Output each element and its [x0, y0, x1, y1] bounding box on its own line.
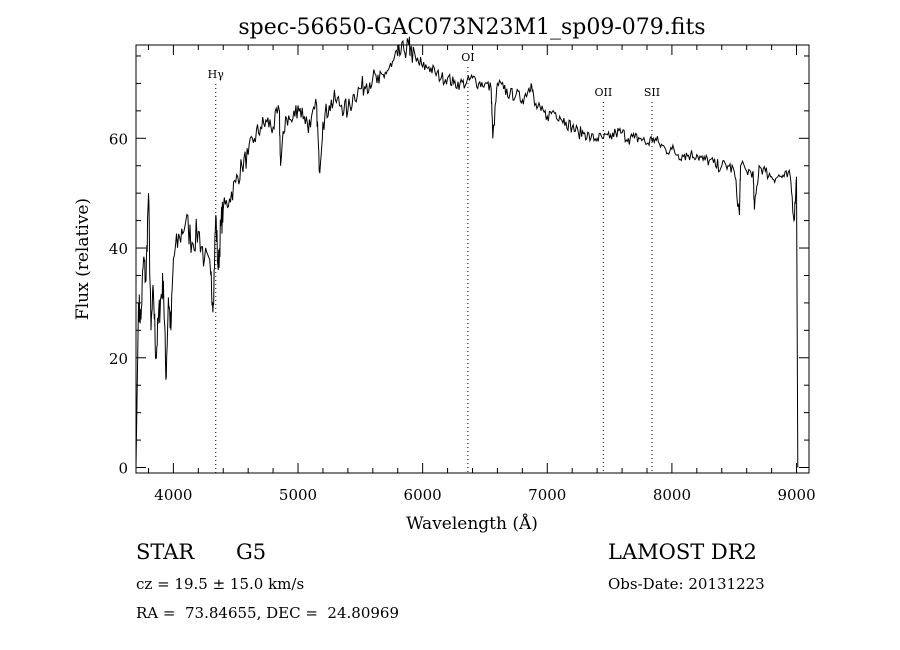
x-axis-label: Wavelength (Å)	[406, 513, 538, 534]
y-tick-label: 0	[118, 460, 128, 478]
subclass-label: G5	[236, 540, 267, 564]
line-marker-label: Hγ	[208, 68, 225, 81]
x-tick-label: 5000	[279, 486, 317, 504]
obs-date-label: Obs-Date: 20131223	[608, 575, 765, 593]
y-tick-label: 40	[109, 240, 128, 258]
plot-frame	[135, 44, 810, 474]
chart-title: spec-56650-GAC073N23M1_sp09-079.fits	[238, 15, 705, 40]
line-marker-label: OI	[461, 51, 474, 64]
line-marker-labels: Hγ OI OII SII	[208, 51, 660, 99]
x-tick-label: 9000	[777, 486, 815, 504]
spectrum-line	[135, 36, 799, 468]
class-label: STAR	[136, 540, 195, 564]
radec-label: RA = 73.84655, DEC = 24.80969	[136, 604, 400, 622]
line-marker-label: SII	[644, 86, 660, 99]
y-axis-label: Flux (relative)	[73, 198, 93, 320]
redshift-label: cz = 19.5 ± 15.0 km/s	[136, 575, 305, 593]
x-tick-label: 7000	[528, 486, 566, 504]
tick-labels: 4000 5000 6000 7000 8000 9000 0 20 40 60	[109, 130, 816, 504]
line-marker-label: OII	[595, 86, 613, 99]
x-tick-label: 4000	[154, 486, 192, 504]
y-tick-label: 20	[109, 350, 128, 368]
y-tick-label: 60	[109, 130, 128, 148]
line-markers	[215, 67, 653, 473]
axis-ticks	[136, 45, 809, 473]
x-tick-label: 8000	[653, 486, 691, 504]
x-tick-label: 6000	[404, 486, 442, 504]
survey-label: LAMOST DR2	[608, 540, 757, 564]
